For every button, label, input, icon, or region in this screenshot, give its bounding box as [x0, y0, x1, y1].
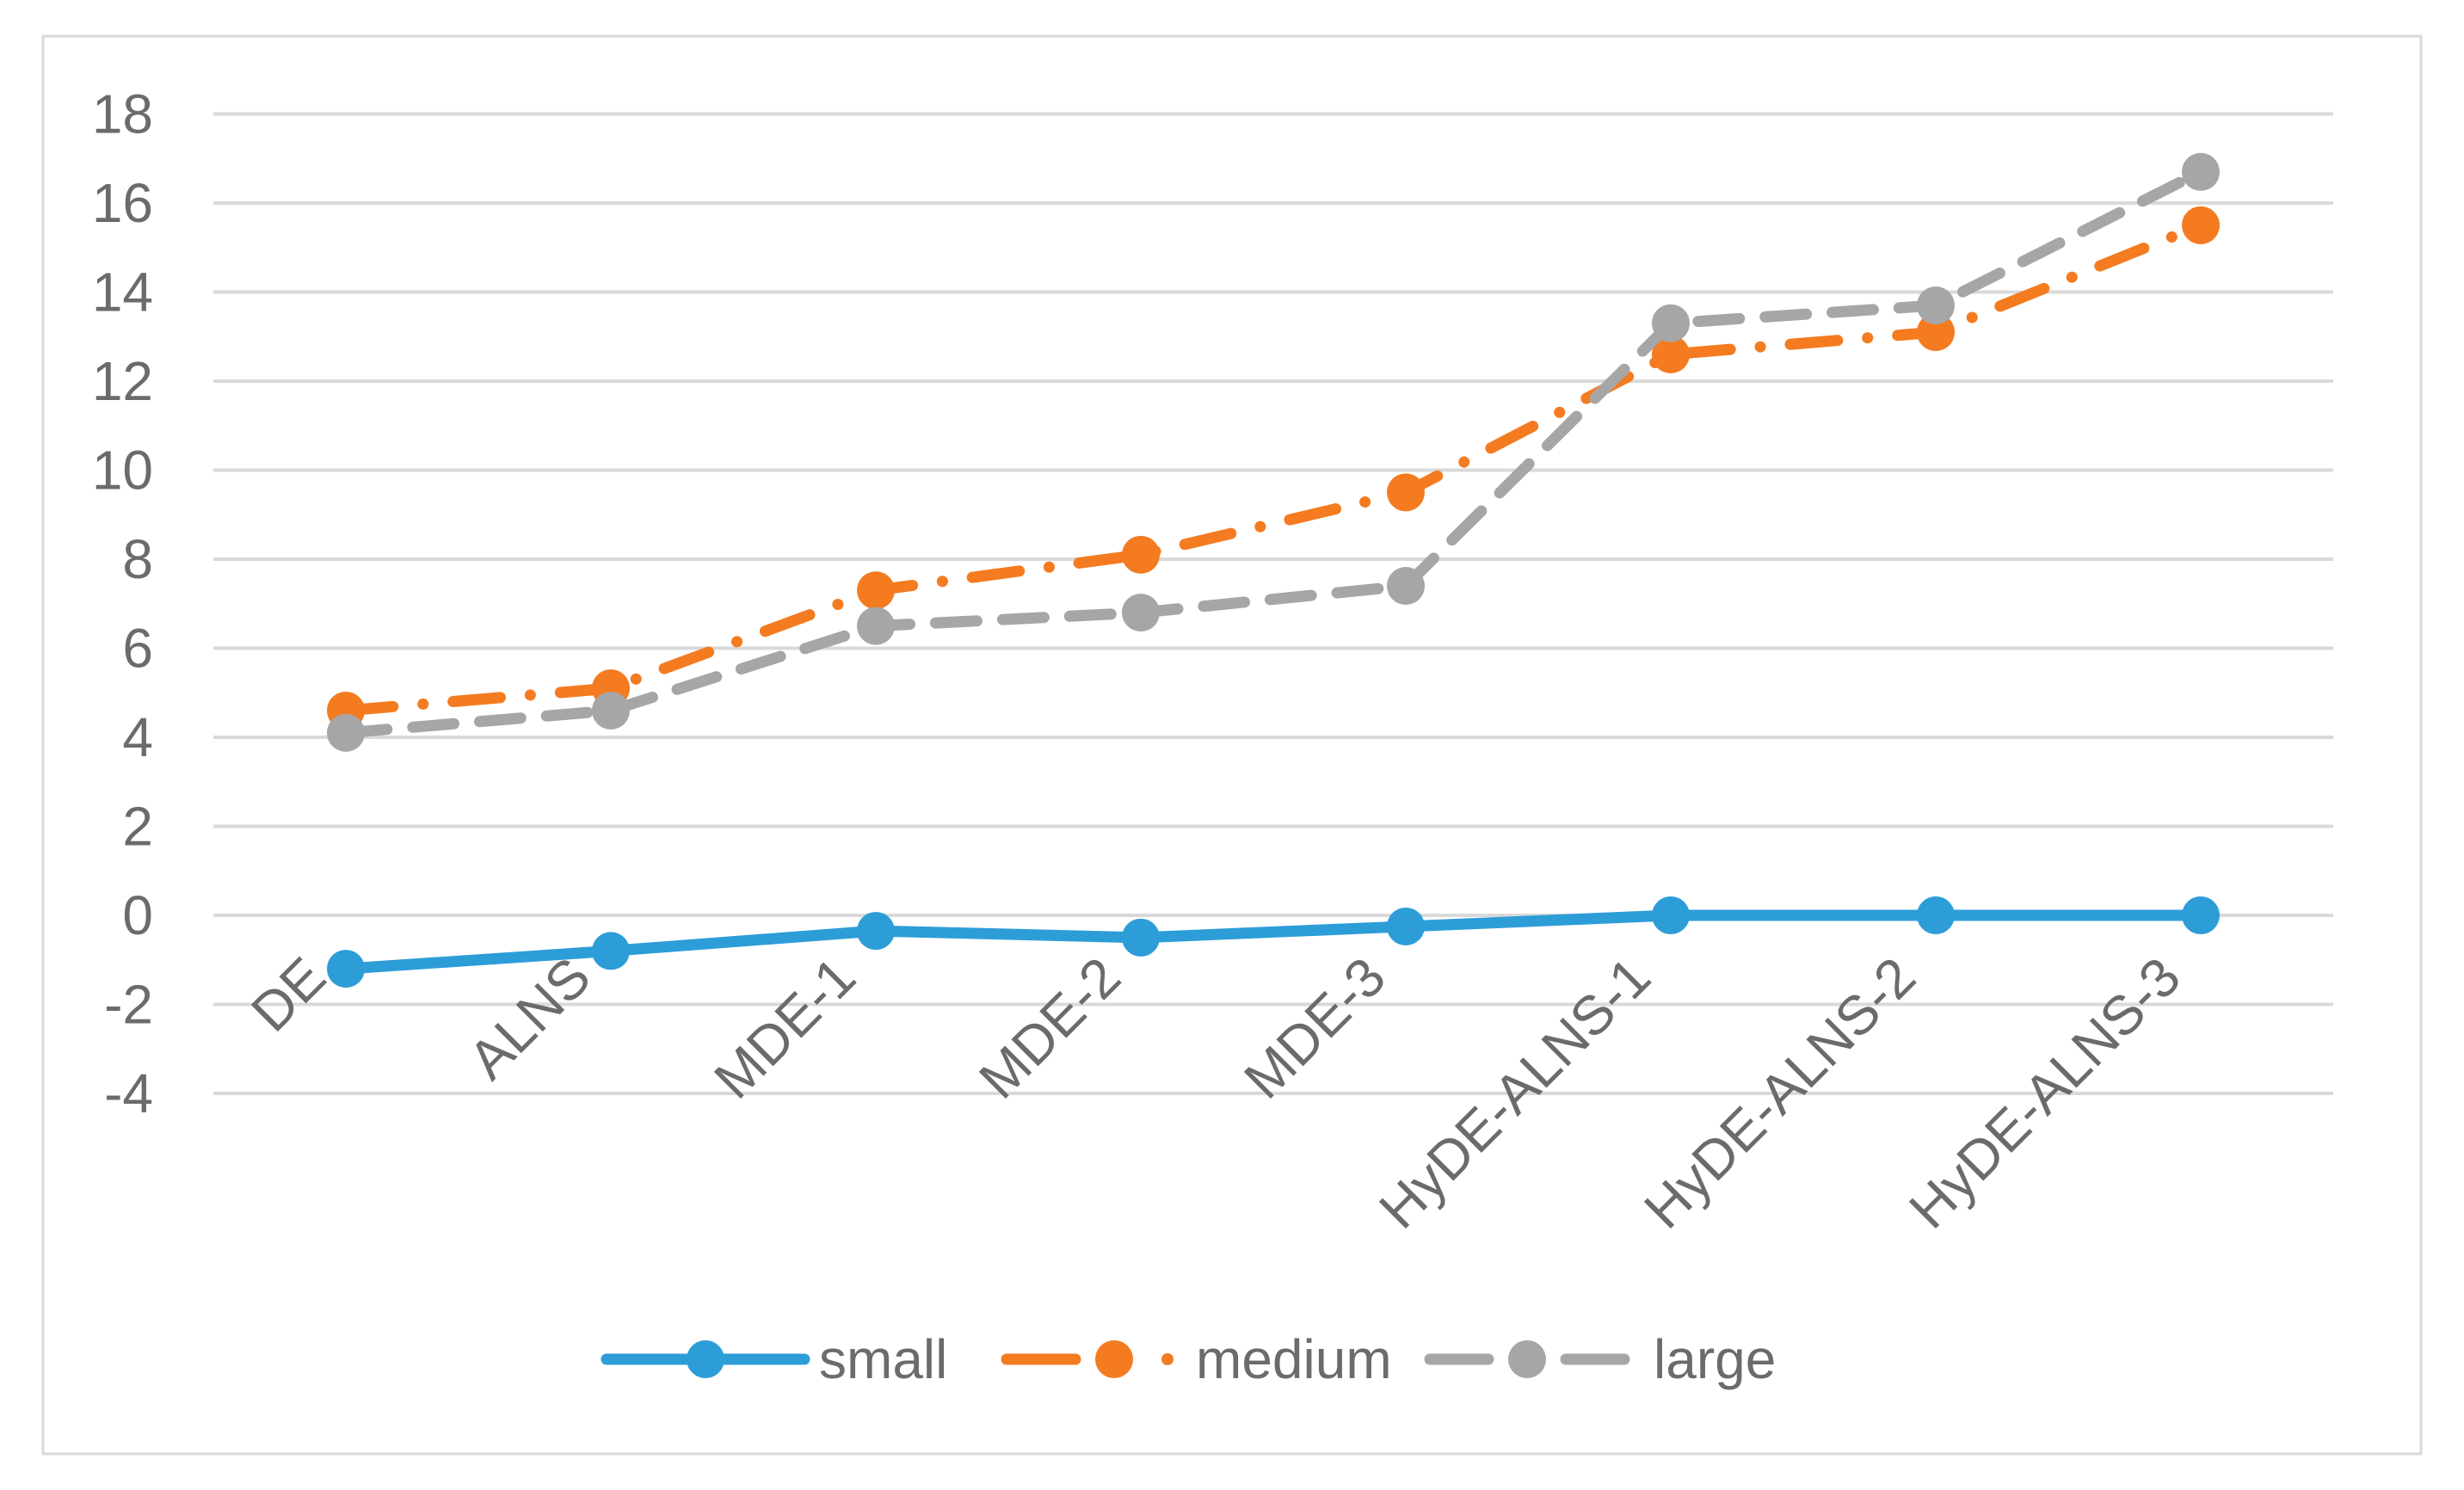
legend: small medium large	[601, 1328, 1776, 1390]
x-axis-label: DE	[239, 945, 337, 1044]
series-large	[327, 152, 2220, 752]
series-marker-small	[857, 912, 895, 951]
chart-border	[41, 34, 2423, 1456]
y-axis-tick: -2	[104, 974, 153, 1036]
series-marker-small	[592, 932, 630, 970]
y-axis-tick: 14	[92, 262, 153, 323]
series-marker-small	[1387, 907, 1425, 945]
series-marker-small	[1917, 896, 1955, 934]
x-axis-label: MDE-1	[702, 945, 867, 1111]
legend-item-medium: medium	[1001, 1328, 1392, 1390]
series-marker-large	[2182, 152, 2220, 191]
series-marker-large	[1387, 567, 1425, 606]
y-axis-tick: 4	[122, 706, 153, 768]
series-marker-large	[592, 691, 630, 730]
series-marker-small	[2182, 896, 2220, 934]
series-marker-large	[1122, 594, 1160, 632]
legend-item-small: small	[601, 1328, 947, 1390]
series-marker-small	[1652, 896, 1690, 934]
series-small	[327, 896, 2220, 988]
legend-marker-medium	[1095, 1340, 1133, 1378]
legend-marker-small	[687, 1340, 724, 1378]
legend-marker-large	[1508, 1340, 1546, 1378]
series-line-large	[340, 166, 2207, 739]
series-marker-medium	[1917, 313, 1955, 352]
x-axis-label: MDE-2	[967, 945, 1132, 1111]
legend-label-small: small	[819, 1328, 947, 1390]
y-axis-tick: -4	[104, 1062, 153, 1124]
series-marker-medium	[2182, 206, 2220, 244]
x-axis-label: MDE-3	[1232, 945, 1397, 1111]
y-axis-tick: 18	[92, 83, 153, 145]
series-marker-large	[1917, 286, 1955, 325]
y-axis-tick: 6	[122, 618, 153, 680]
series-marker-medium	[1652, 335, 1690, 373]
legend-dot-medium	[1161, 1353, 1173, 1365]
series-marker-medium	[857, 571, 895, 610]
legend-label-medium: medium	[1196, 1328, 1392, 1390]
series-marker-large	[1652, 304, 1690, 342]
y-axis-tick: 16	[92, 172, 153, 234]
y-axis-ticks: 18 16 14 12 10 8 6 4 2 0 -2 -4	[92, 83, 153, 1125]
series-marker-large	[327, 713, 365, 752]
legend-item-large: large	[1424, 1328, 1776, 1390]
y-axis-tick: 10	[92, 440, 153, 502]
series-marker-small	[1122, 918, 1160, 957]
series-marker-medium	[1122, 535, 1160, 574]
series-marker-medium	[1387, 473, 1425, 512]
y-axis-tick: 0	[122, 884, 153, 946]
y-axis-tick: 2	[122, 796, 153, 858]
series-marker-large	[857, 606, 895, 645]
x-axis-label: ALNS	[457, 945, 602, 1091]
series-line-small	[340, 909, 2207, 975]
legend-label-large: large	[1654, 1328, 1776, 1390]
y-axis-tick: 8	[122, 528, 153, 590]
series-medium	[327, 206, 2220, 730]
series-marker-small	[327, 950, 365, 988]
y-axis-tick: 12	[92, 350, 153, 412]
